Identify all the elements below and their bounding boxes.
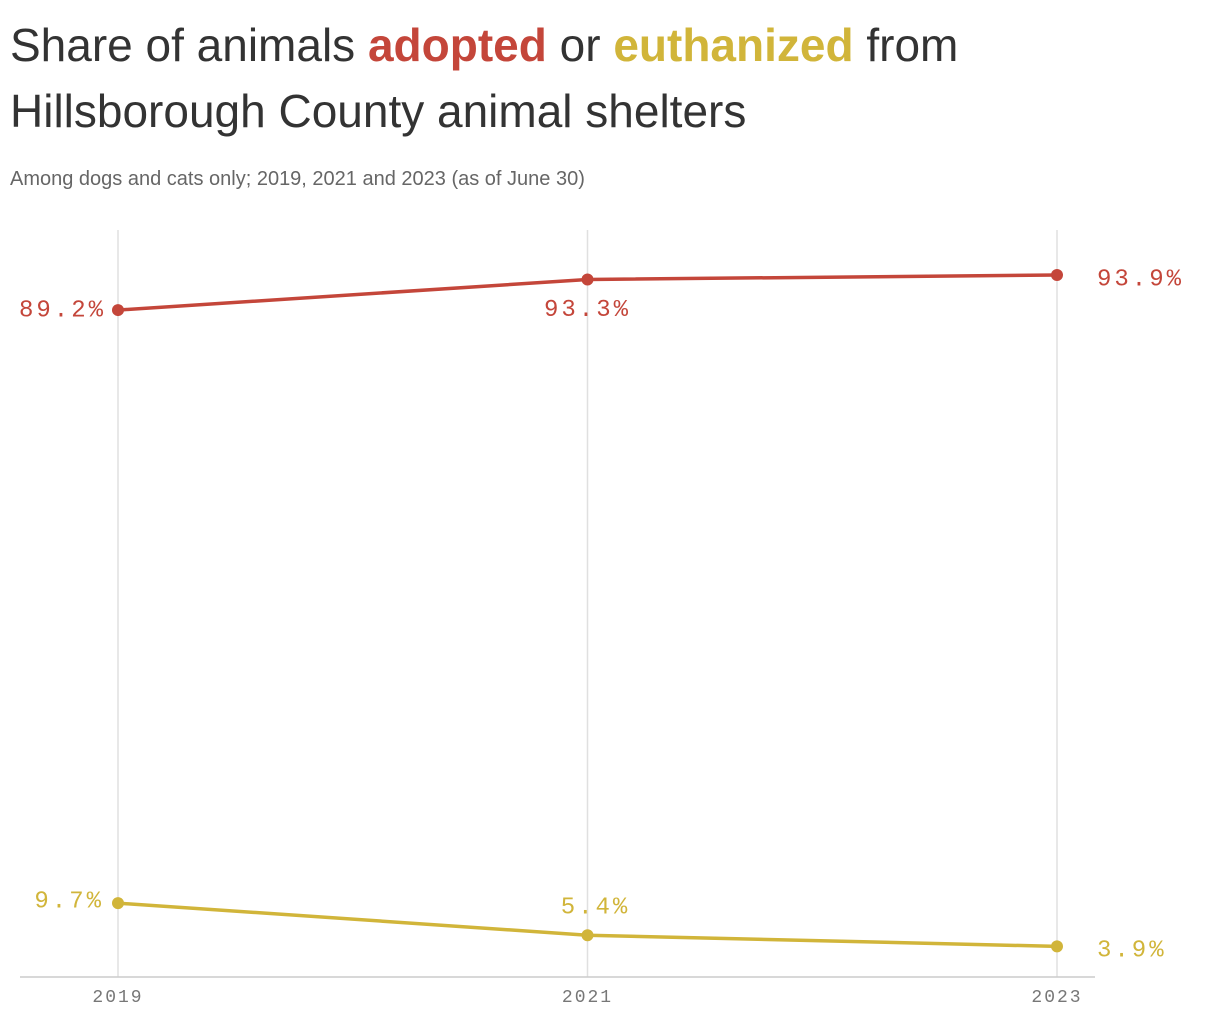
value-label: 89.2% [19,297,106,324]
title-text: or [559,19,601,71]
point [1051,940,1063,953]
point [112,304,124,317]
value-label: 93.3% [544,297,631,324]
title-text: from Hillsborough County animal shelters [10,19,959,137]
x-tick-label: 2019 [92,988,143,1008]
legend-euthanized: euthanized [613,19,854,71]
x-tick-label: 2023 [1031,988,1082,1008]
point [1051,269,1063,282]
x-tick-label: 2021 [562,988,613,1008]
chart-title: Share of animals adopted or euthanized f… [10,12,1100,144]
chart-subtitle: Among dogs and cats only; 2019, 2021 and… [10,168,585,190]
value-label: 3.9% [1097,938,1167,965]
legend-adopted: adopted [367,19,547,71]
point [112,897,124,910]
point [581,273,594,286]
value-label: 5.4% [561,895,631,922]
value-label: 9.7% [34,888,104,915]
value-label: 93.9% [1097,266,1184,293]
title-text: Share of animals [10,19,356,71]
point [581,929,594,942]
